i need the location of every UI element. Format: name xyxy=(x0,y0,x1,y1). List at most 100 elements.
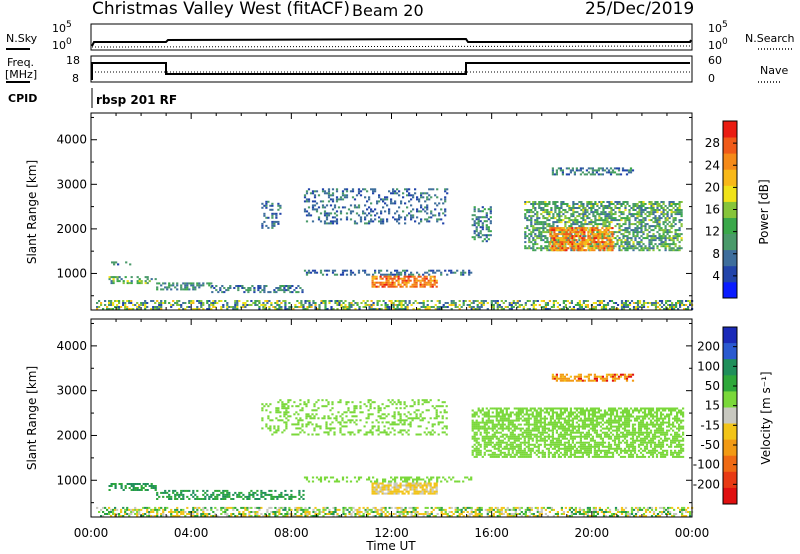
power-cell xyxy=(475,218,478,221)
power-cell xyxy=(479,216,482,219)
velocity-cell xyxy=(630,511,634,513)
velocity-cell xyxy=(268,506,271,509)
power-cell xyxy=(662,223,665,226)
velocity-cell xyxy=(332,513,335,515)
velocity-cell xyxy=(202,493,205,496)
power-cell xyxy=(120,306,123,308)
velocity-cell xyxy=(632,508,636,511)
power-cell xyxy=(380,210,383,213)
power-cell xyxy=(124,308,127,310)
power-cell xyxy=(265,204,268,207)
freq-trace xyxy=(91,62,690,80)
power-cell xyxy=(263,220,266,223)
power-cell xyxy=(388,190,391,193)
power-cell xyxy=(629,171,633,174)
power-cell xyxy=(112,282,115,285)
power-cell xyxy=(270,304,273,306)
power-cell xyxy=(371,285,374,288)
power-cell xyxy=(261,222,264,225)
power-cell xyxy=(481,240,484,243)
power-cell xyxy=(616,241,619,244)
power-cell xyxy=(632,231,635,234)
velocity-cell xyxy=(492,508,495,511)
velocity-cell xyxy=(269,427,272,430)
power-cell xyxy=(392,190,395,193)
velocity-cell xyxy=(294,508,297,511)
power-cell xyxy=(585,239,588,242)
power-cell xyxy=(156,306,159,308)
velocity-cell xyxy=(359,419,362,422)
velocity-cell xyxy=(377,482,380,485)
velocity-cell xyxy=(278,506,281,509)
velocity-cell xyxy=(606,511,610,513)
power-cell xyxy=(608,211,611,214)
power-cell xyxy=(256,304,259,306)
velocity-cell xyxy=(285,411,288,414)
power-cell xyxy=(340,304,343,306)
power-cell xyxy=(305,214,309,217)
velocity-cell xyxy=(374,480,377,483)
power-cell xyxy=(196,300,199,302)
velocity-cell xyxy=(410,513,413,515)
power-colorbar-segment xyxy=(723,137,737,154)
power-cell xyxy=(479,232,482,235)
velocity-cell xyxy=(274,489,277,492)
velocity-cell xyxy=(468,478,471,481)
velocity-cell xyxy=(366,515,369,517)
power-cell xyxy=(294,304,297,306)
velocity-cell xyxy=(630,508,634,511)
power-cell xyxy=(485,220,488,223)
power-cell xyxy=(602,209,605,211)
power-cell xyxy=(648,207,651,209)
power-cell xyxy=(528,308,531,310)
power-cell xyxy=(642,233,645,236)
velocity-cell xyxy=(156,493,159,496)
power-cell xyxy=(450,300,453,302)
power-cell xyxy=(575,167,578,170)
power-cell xyxy=(288,306,291,308)
velocity-cell xyxy=(592,513,595,515)
power-cell xyxy=(632,207,635,209)
power-colorbar-segment xyxy=(723,265,737,283)
power-cell xyxy=(420,218,423,221)
power-cell xyxy=(628,219,631,222)
power-cell xyxy=(618,207,621,209)
velocity-cell xyxy=(395,492,398,495)
velocity-cell xyxy=(689,515,692,517)
velocity-cell xyxy=(526,515,529,517)
power-colorbar-segment xyxy=(723,121,737,138)
power-cell xyxy=(423,283,426,286)
power-cell xyxy=(152,306,155,308)
velocity-cell xyxy=(301,425,304,428)
velocity-cell xyxy=(592,506,595,509)
power-cell xyxy=(587,235,590,238)
velocity-cell xyxy=(384,478,387,481)
power-cell xyxy=(405,285,408,288)
velocity-cell xyxy=(442,513,445,515)
power-cell xyxy=(624,205,627,207)
power-cell xyxy=(279,285,282,287)
power-cell xyxy=(324,306,327,308)
power-cell xyxy=(572,209,575,211)
power-cell xyxy=(573,173,576,176)
velocity-cell xyxy=(433,486,436,489)
velocity-cell xyxy=(620,511,624,513)
power-cell xyxy=(614,243,617,246)
power-cell xyxy=(666,211,669,214)
power-cell xyxy=(166,286,169,289)
velocity-cell xyxy=(550,508,553,511)
power-cell xyxy=(538,223,541,226)
power-cell xyxy=(271,214,274,217)
power-cell xyxy=(542,215,545,218)
velocity-cell xyxy=(313,415,316,418)
freq-label-line2: [MHz] xyxy=(5,68,37,81)
velocity-cell xyxy=(214,495,217,498)
power-cell xyxy=(401,281,404,284)
power-cell xyxy=(632,241,635,244)
power-cell xyxy=(648,243,651,246)
power-cell xyxy=(582,203,585,205)
velocity-cell xyxy=(354,508,357,511)
velocity-cell xyxy=(112,511,115,513)
power-cell xyxy=(476,306,479,308)
power-cell xyxy=(582,207,585,209)
